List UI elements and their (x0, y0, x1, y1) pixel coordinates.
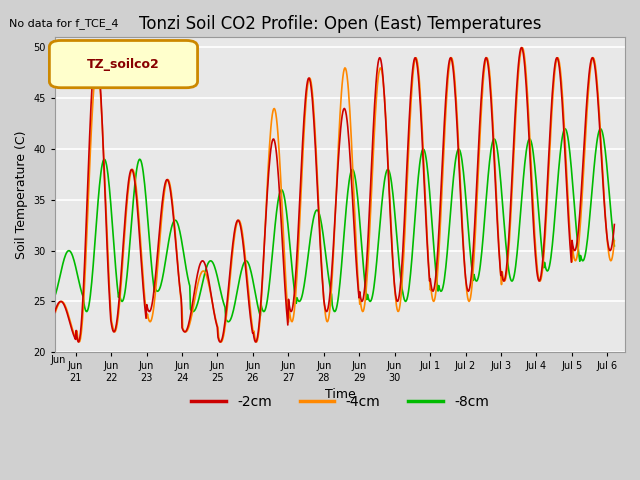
Title: Tonzi Soil CO2 Profile: Open (East) Temperatures: Tonzi Soil CO2 Profile: Open (East) Temp… (139, 15, 541, 33)
Text: TZ_soilco2: TZ_soilco2 (87, 58, 160, 71)
FancyBboxPatch shape (49, 40, 198, 88)
X-axis label: Time: Time (324, 388, 355, 401)
Y-axis label: Soil Temperature (C): Soil Temperature (C) (15, 131, 28, 259)
Text: Jun: Jun (50, 355, 66, 365)
Text: No data for f_TCE_4: No data for f_TCE_4 (10, 18, 119, 29)
Legend: -2cm, -4cm, -8cm: -2cm, -4cm, -8cm (186, 389, 494, 415)
